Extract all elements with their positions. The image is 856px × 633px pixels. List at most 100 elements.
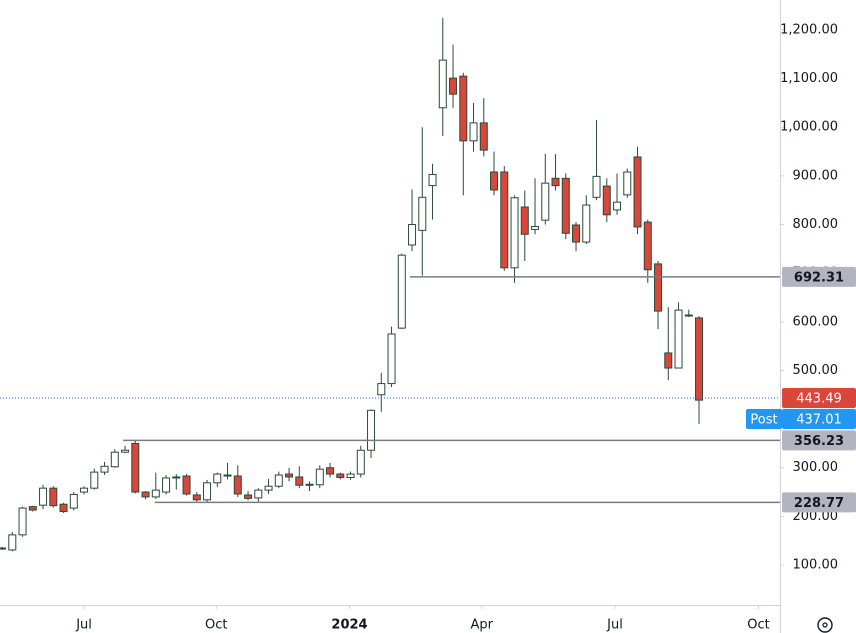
candle-body <box>561 177 570 234</box>
settings-icon-dot <box>822 622 828 628</box>
candle-body <box>336 473 345 478</box>
y-tick-label: 1,200.00 <box>780 22 838 37</box>
last-price-label-bg <box>782 387 856 408</box>
candle-body <box>654 263 663 312</box>
candle-body <box>90 471 99 489</box>
candle-body <box>131 442 140 493</box>
settings-icon <box>817 617 833 633</box>
level-label: 356.23 <box>794 434 844 449</box>
y-tick-label: 1,100.00 <box>780 71 838 86</box>
candle-body <box>80 487 89 493</box>
candle-body <box>367 409 376 451</box>
candle-body <box>285 473 294 478</box>
candle-body <box>418 196 427 231</box>
candle-body <box>162 477 171 493</box>
level-label: 692.31 <box>794 270 844 285</box>
candle-body <box>18 507 27 536</box>
candle-body <box>408 224 417 246</box>
candle-body <box>326 467 335 475</box>
candle-body <box>305 483 314 486</box>
candle-body <box>428 173 437 187</box>
y-tick-label: 1,000.00 <box>780 120 838 135</box>
candle-body <box>346 473 355 478</box>
candle-body <box>49 487 58 507</box>
candle-body <box>623 171 632 196</box>
candle-body <box>151 489 160 498</box>
candle-body <box>182 475 191 495</box>
candle-body <box>500 171 509 269</box>
y-tick-label: 200.00 <box>793 509 839 524</box>
y-tick-label: 100.00 <box>793 558 839 573</box>
candle-body <box>633 156 642 228</box>
candle-body <box>602 185 611 216</box>
candle-body <box>572 224 581 243</box>
candle-body <box>356 449 365 475</box>
candle-body <box>39 487 48 506</box>
post-tag-bg <box>746 408 782 429</box>
y-tick-label: 500.00 <box>793 363 839 378</box>
candle-body <box>541 182 550 221</box>
x-tick-label: Jul <box>606 618 623 633</box>
x-tick-label: Oct <box>205 618 227 633</box>
candle-body <box>244 494 253 499</box>
candle-body <box>664 352 673 369</box>
candle-body <box>8 534 17 551</box>
candle-body <box>490 171 499 191</box>
candle-body <box>69 493 78 509</box>
y-tick-label: 800.00 <box>793 217 839 232</box>
post-price-label-bg <box>782 408 856 429</box>
candle-body <box>674 309 683 369</box>
candle-body <box>684 314 693 317</box>
candle-body <box>510 197 519 269</box>
post-price-label: 437.01 <box>796 412 842 427</box>
candle-body <box>531 225 540 230</box>
level-label-bg <box>782 430 856 451</box>
y-tick-label: 600.00 <box>793 314 839 329</box>
candle-body <box>274 474 283 487</box>
x-tick-label: Oct <box>747 618 769 633</box>
candle-body <box>254 489 263 499</box>
candle-body <box>172 476 181 479</box>
level-label: 228.77 <box>794 496 844 511</box>
level-label-bg <box>782 492 856 513</box>
x-tick-label: 2024 <box>331 618 367 633</box>
candle-body <box>233 475 242 495</box>
candle-body <box>377 383 386 396</box>
post-tag: Post <box>750 412 777 427</box>
candle-body <box>613 201 622 211</box>
candle-body <box>459 75 468 142</box>
candle-body <box>121 449 130 453</box>
candle-body <box>100 465 109 473</box>
x-tick-label: Apr <box>470 618 493 633</box>
candle-body <box>592 175 601 198</box>
candle-body <box>141 491 150 498</box>
candle-body <box>192 494 201 501</box>
candle-body <box>582 204 591 243</box>
candle-body <box>295 476 304 486</box>
candle-body <box>479 122 488 151</box>
candle-body <box>223 474 232 477</box>
candle-body <box>469 122 478 142</box>
candle-body <box>695 317 704 401</box>
candle-body <box>28 506 37 511</box>
candle-body <box>110 451 119 468</box>
candle-body <box>520 206 529 235</box>
candle-body <box>387 333 396 385</box>
last-price-label: 443.49 <box>796 391 842 406</box>
candle-body <box>449 77 458 95</box>
candle-body <box>203 482 212 501</box>
candle-body <box>438 59 447 109</box>
candle-body <box>59 503 68 513</box>
candle-body <box>213 473 222 484</box>
y-tick-label: 900.00 <box>793 168 839 183</box>
candle-body <box>643 221 652 271</box>
candle-body <box>0 547 7 550</box>
candle-body <box>315 468 324 486</box>
candle-body <box>264 485 273 491</box>
level-label-bg <box>782 266 856 287</box>
x-tick-label: Jul <box>75 618 92 633</box>
settings-button[interactable] <box>817 617 833 633</box>
